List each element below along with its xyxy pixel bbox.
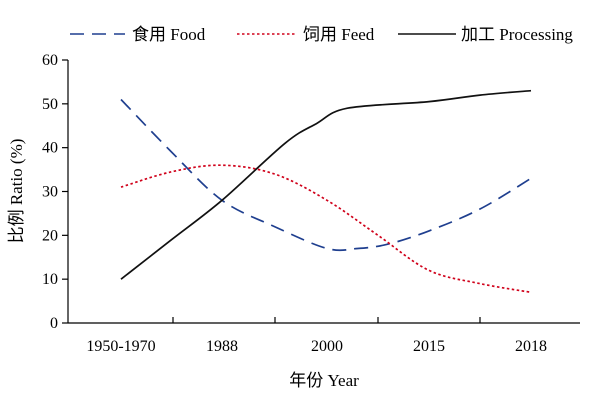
y-tick-label: 30 bbox=[42, 184, 58, 201]
y-tick-label: 20 bbox=[42, 227, 58, 244]
x-axis-ticks: 1950-1970 1988 2000 2015 2018 bbox=[86, 317, 547, 355]
series-line-processing bbox=[120, 89, 532, 280]
y-tick-label: 40 bbox=[42, 140, 58, 157]
y-tick-label: 0 bbox=[50, 315, 58, 332]
legend-item-processing: 加工 Processing bbox=[398, 25, 573, 44]
y-tick-label: 50 bbox=[42, 96, 58, 113]
legend-label-processing: 加工 Processing bbox=[461, 25, 573, 44]
y-tick-label: 60 bbox=[42, 52, 58, 69]
y-axis-ticks: 0 10 20 30 40 50 60 bbox=[42, 52, 68, 332]
x-axis-title: 年份 Year bbox=[289, 371, 359, 390]
x-tick-label: 2018 bbox=[515, 338, 547, 355]
series-lines bbox=[120, 89, 532, 294]
legend-label-feed: 饲用 Feed bbox=[303, 25, 375, 44]
x-tick-label: 2015 bbox=[413, 338, 445, 355]
legend-item-food: 食用 Food bbox=[70, 25, 206, 44]
legend-label-food: 食用 Food bbox=[132, 25, 206, 44]
y-axis-title: 比例 Ratio (%) bbox=[7, 139, 26, 244]
legend-item-feed: 饲用 Feed bbox=[237, 25, 375, 44]
series-line-feed bbox=[120, 164, 532, 294]
x-tick-label: 1988 bbox=[206, 338, 238, 355]
x-tick-label: 1950-1970 bbox=[86, 338, 155, 355]
legend: 食用 Food 饲用 Feed 加工 Processing bbox=[70, 25, 573, 44]
series-line-food bbox=[120, 98, 532, 252]
x-tick-label: 2000 bbox=[311, 338, 343, 355]
y-tick-label: 10 bbox=[42, 271, 58, 288]
